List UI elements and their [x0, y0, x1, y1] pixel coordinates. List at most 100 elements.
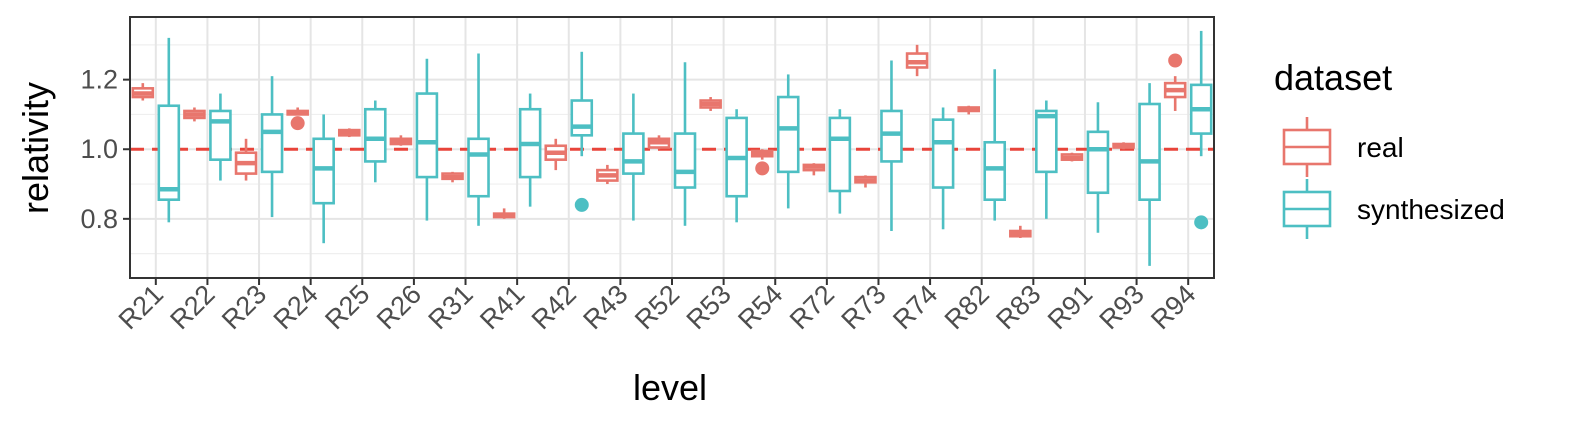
box-real-R52	[647, 135, 671, 150]
box-real-R31	[441, 171, 464, 183]
box-synthesized-R31	[467, 53, 490, 226]
legend-entry-synthesized: synthesized	[1282, 179, 1505, 239]
box-real-R73	[854, 175, 877, 188]
outlier-point	[574, 197, 589, 212]
box-real-R94	[1163, 53, 1187, 111]
box-synthesized-R93	[1138, 83, 1161, 266]
box-synthesized-R54	[776, 74, 800, 209]
box-body	[467, 137, 490, 198]
grid-lines	[130, 17, 1214, 278]
box-synthesized-R73	[880, 60, 903, 232]
x-tick-label: R24	[268, 279, 324, 335]
box-synthesized-R25	[363, 100, 387, 183]
box-real-R23	[234, 138, 258, 181]
box-real-R93	[1112, 142, 1135, 150]
box-real-R24	[286, 107, 309, 131]
box-body	[673, 132, 697, 189]
x-tick-label: R52	[629, 279, 685, 335]
box-synthesized-R42	[570, 51, 594, 212]
x-tick-label: R25	[319, 279, 375, 335]
x-tick-label: R72	[784, 279, 840, 335]
box-body	[312, 137, 335, 205]
box-body	[880, 109, 903, 163]
box-synthesized-R94	[1189, 30, 1213, 230]
box-body	[1035, 109, 1058, 174]
y-tick-label: 1.0	[80, 134, 118, 164]
x-tick-label: R26	[371, 279, 427, 335]
box-body	[1086, 130, 1110, 195]
box-real-R43	[596, 164, 619, 185]
box-synthesized-R41	[518, 93, 542, 207]
outlier-point	[1194, 215, 1209, 230]
box-synthesized-R24	[312, 114, 335, 244]
box-body	[209, 109, 232, 161]
box-real-R91	[1060, 152, 1084, 162]
box-synthesized-R72	[828, 109, 852, 214]
box-body	[983, 140, 1007, 201]
box-synthesized-R53	[725, 109, 748, 223]
box-synthesized-R83	[1035, 100, 1058, 219]
legend-label: synthesized	[1357, 194, 1505, 225]
x-tick-label: R94	[1145, 279, 1201, 335]
y-tick-label: 0.8	[80, 204, 118, 234]
x-tick-label: R42	[526, 279, 582, 335]
outlier-point	[1168, 53, 1183, 68]
x-tick-label: R73	[835, 279, 891, 335]
box-body	[931, 118, 955, 189]
box-synthesized-R52	[673, 62, 697, 226]
box-real-R74	[905, 44, 929, 77]
box-body	[260, 113, 284, 174]
x-tick-label: R83	[990, 279, 1046, 335]
box-body	[157, 104, 181, 201]
box-real-R21	[131, 83, 155, 101]
box-body	[1138, 102, 1161, 201]
x-axis-title: level	[633, 367, 707, 408]
box-body	[828, 116, 852, 193]
box-real-R53	[699, 97, 722, 111]
box-synthesized-R26	[415, 58, 439, 221]
y-tick-label: 1.2	[80, 65, 118, 95]
box-real-R72	[802, 163, 826, 176]
box-real-R54	[750, 149, 774, 176]
box-real-R42	[544, 138, 568, 171]
legend-entry-real: real	[1282, 117, 1404, 177]
legend-label: real	[1357, 132, 1404, 163]
box-synthesized-R23	[260, 76, 284, 218]
box-real-R82	[957, 105, 981, 115]
box-real-R83	[1009, 225, 1032, 238]
x-tick-label: R31	[423, 279, 479, 335]
legend-title: dataset	[1274, 57, 1392, 98]
x-tick-label: R91	[1042, 279, 1098, 335]
outlier-point	[755, 161, 770, 176]
box-body	[570, 99, 594, 137]
box-synthesized-R43	[622, 93, 645, 221]
box-synthesized-R74	[931, 107, 955, 230]
box-real-R22	[183, 107, 206, 122]
x-tick-label: R21	[113, 279, 169, 335]
box-synthesized-R21	[157, 37, 181, 223]
x-tick-label: R93	[1094, 279, 1150, 335]
y-axis-title: relativity	[15, 82, 56, 214]
x-tick-label: R54	[732, 279, 788, 335]
box-real-R25	[337, 128, 361, 138]
legend: dataset real synthesized	[1274, 57, 1505, 239]
outlier-point	[290, 116, 305, 131]
x-axis: R21R22R23R24R25R26R31R41R42R43R52R53R54R…	[113, 278, 1201, 335]
y-axis: 0.8 1.0 1.2	[80, 65, 130, 234]
box-body	[415, 92, 439, 179]
x-tick-label: R22	[164, 279, 220, 335]
x-tick-label: R74	[887, 279, 943, 335]
box-synthesized-R82	[983, 69, 1007, 221]
x-tick-label: R43	[577, 279, 633, 335]
x-tick-label: R82	[939, 279, 995, 335]
x-tick-label: R41	[474, 279, 530, 335]
box-body	[776, 95, 800, 174]
x-tick-label: R53	[681, 279, 737, 335]
x-tick-label: R23	[216, 279, 272, 335]
box-real-R41	[492, 208, 516, 219]
box-synthesized-R91	[1086, 102, 1110, 233]
box-real-R26	[389, 135, 413, 146]
box-body	[363, 107, 387, 163]
box-marks	[131, 30, 1213, 266]
